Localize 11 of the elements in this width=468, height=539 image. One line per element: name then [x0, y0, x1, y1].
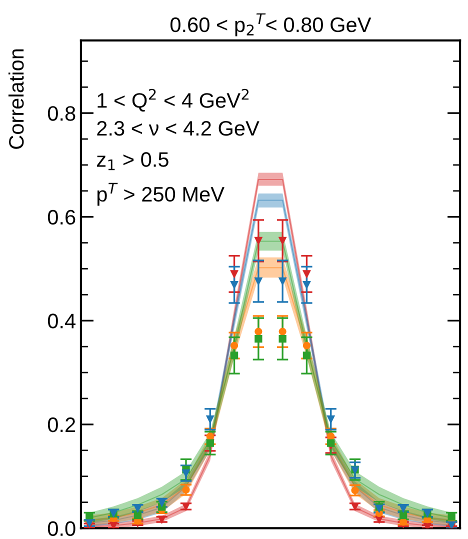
y-tick-label: 0.8 [48, 106, 76, 121]
annotation: z$_{1}$ > 0.5 [96, 152, 168, 170]
annotation: 1 < Q$^{2}$ < 4 GeV$^{2}$ [98, 88, 249, 112]
y-tick-label: 0.2 [48, 417, 76, 432]
y-tick-label: 0.0 [48, 521, 76, 536]
annotation: p$^{T}$ > 250 MeV [97, 182, 224, 206]
y-tick-label: 0.6 [48, 210, 76, 225]
y-tick-label: 0.4 [48, 314, 76, 328]
annotation: 2.3 < ν < 4.2 GeV [97, 120, 260, 136]
y-axis-title: Correlation [8, 49, 24, 149]
chart-title: 0.60 < p$_{2}$$^{T}$< 0.80 GeV [170, 13, 372, 36]
